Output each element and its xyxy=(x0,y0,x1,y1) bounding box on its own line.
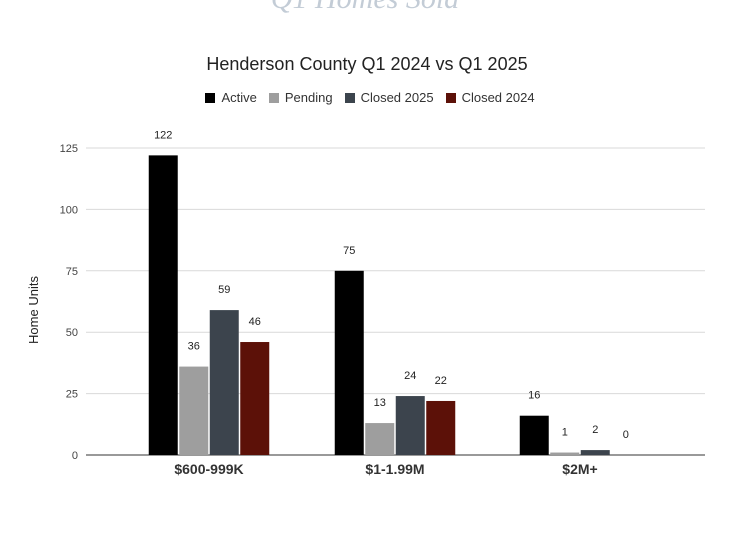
bar xyxy=(550,452,580,455)
labels: 0 25 50 75 100 125 122 36 59 46 $600-999K 75 13 24 22 $… xyxy=(60,129,629,477)
legend-label-closed-2025: Closed 2025 xyxy=(360,90,434,105)
x-tick-label: $1-1.99M xyxy=(365,461,424,477)
data-label: 46 xyxy=(249,316,261,328)
bar xyxy=(395,396,425,455)
data-label: 13 xyxy=(374,397,386,409)
legend-label-active: Active xyxy=(221,90,257,105)
y-tick-label: 75 xyxy=(66,266,78,278)
legend-item-pending: Pending xyxy=(268,90,333,105)
bar xyxy=(240,342,270,455)
y-axis-title: Home Units xyxy=(26,276,41,344)
legend-swatch-closed-2025 xyxy=(344,92,355,103)
y-tick-label: 125 xyxy=(60,143,78,155)
data-label: 75 xyxy=(343,245,355,257)
data-label: 1 xyxy=(562,427,568,439)
bar xyxy=(365,423,395,455)
data-label: 2 xyxy=(592,424,598,436)
data-label: 24 xyxy=(404,370,416,382)
legend-swatch-active xyxy=(205,92,216,103)
bar xyxy=(148,155,178,456)
legend-swatch-pending xyxy=(268,92,279,103)
legend-swatch-closed-2024 xyxy=(445,92,456,103)
legend-item-closed-2025: Closed 2025 xyxy=(344,90,434,105)
chart-legend: Active Pending Closed 2025 Closed 2024 xyxy=(0,90,730,105)
data-label: 22 xyxy=(435,375,447,387)
x-tick-label: $2M+ xyxy=(562,461,597,477)
y-tick-label: 0 xyxy=(72,450,78,462)
data-label: 0 xyxy=(623,429,629,441)
data-label: 16 xyxy=(528,390,540,402)
y-tick-label: 100 xyxy=(60,204,78,216)
page-heading: Q1 Homes Sold xyxy=(0,0,730,14)
data-label: 59 xyxy=(218,284,230,296)
bar xyxy=(519,415,549,455)
data-label: 36 xyxy=(188,341,200,353)
bar xyxy=(179,366,209,455)
legend-label-pending: Pending xyxy=(284,90,333,105)
x-tick-label: $600-999K xyxy=(174,461,243,477)
gridlines xyxy=(86,147,705,456)
legend-item-closed-2024: Closed 2024 xyxy=(445,90,535,105)
data-label: 122 xyxy=(154,129,172,141)
bar xyxy=(334,270,364,455)
legend-item-active: Active xyxy=(205,90,257,105)
bar xyxy=(209,310,239,455)
chart-title: Henderson County Q1 2024 vs Q1 2025 xyxy=(206,54,528,74)
y-tick-label: 25 xyxy=(66,389,78,401)
y-tick-label: 50 xyxy=(66,327,78,339)
bars xyxy=(148,155,610,456)
legend-label-closed-2024: Closed 2024 xyxy=(461,90,535,105)
bar xyxy=(426,400,456,455)
bar xyxy=(580,450,610,455)
